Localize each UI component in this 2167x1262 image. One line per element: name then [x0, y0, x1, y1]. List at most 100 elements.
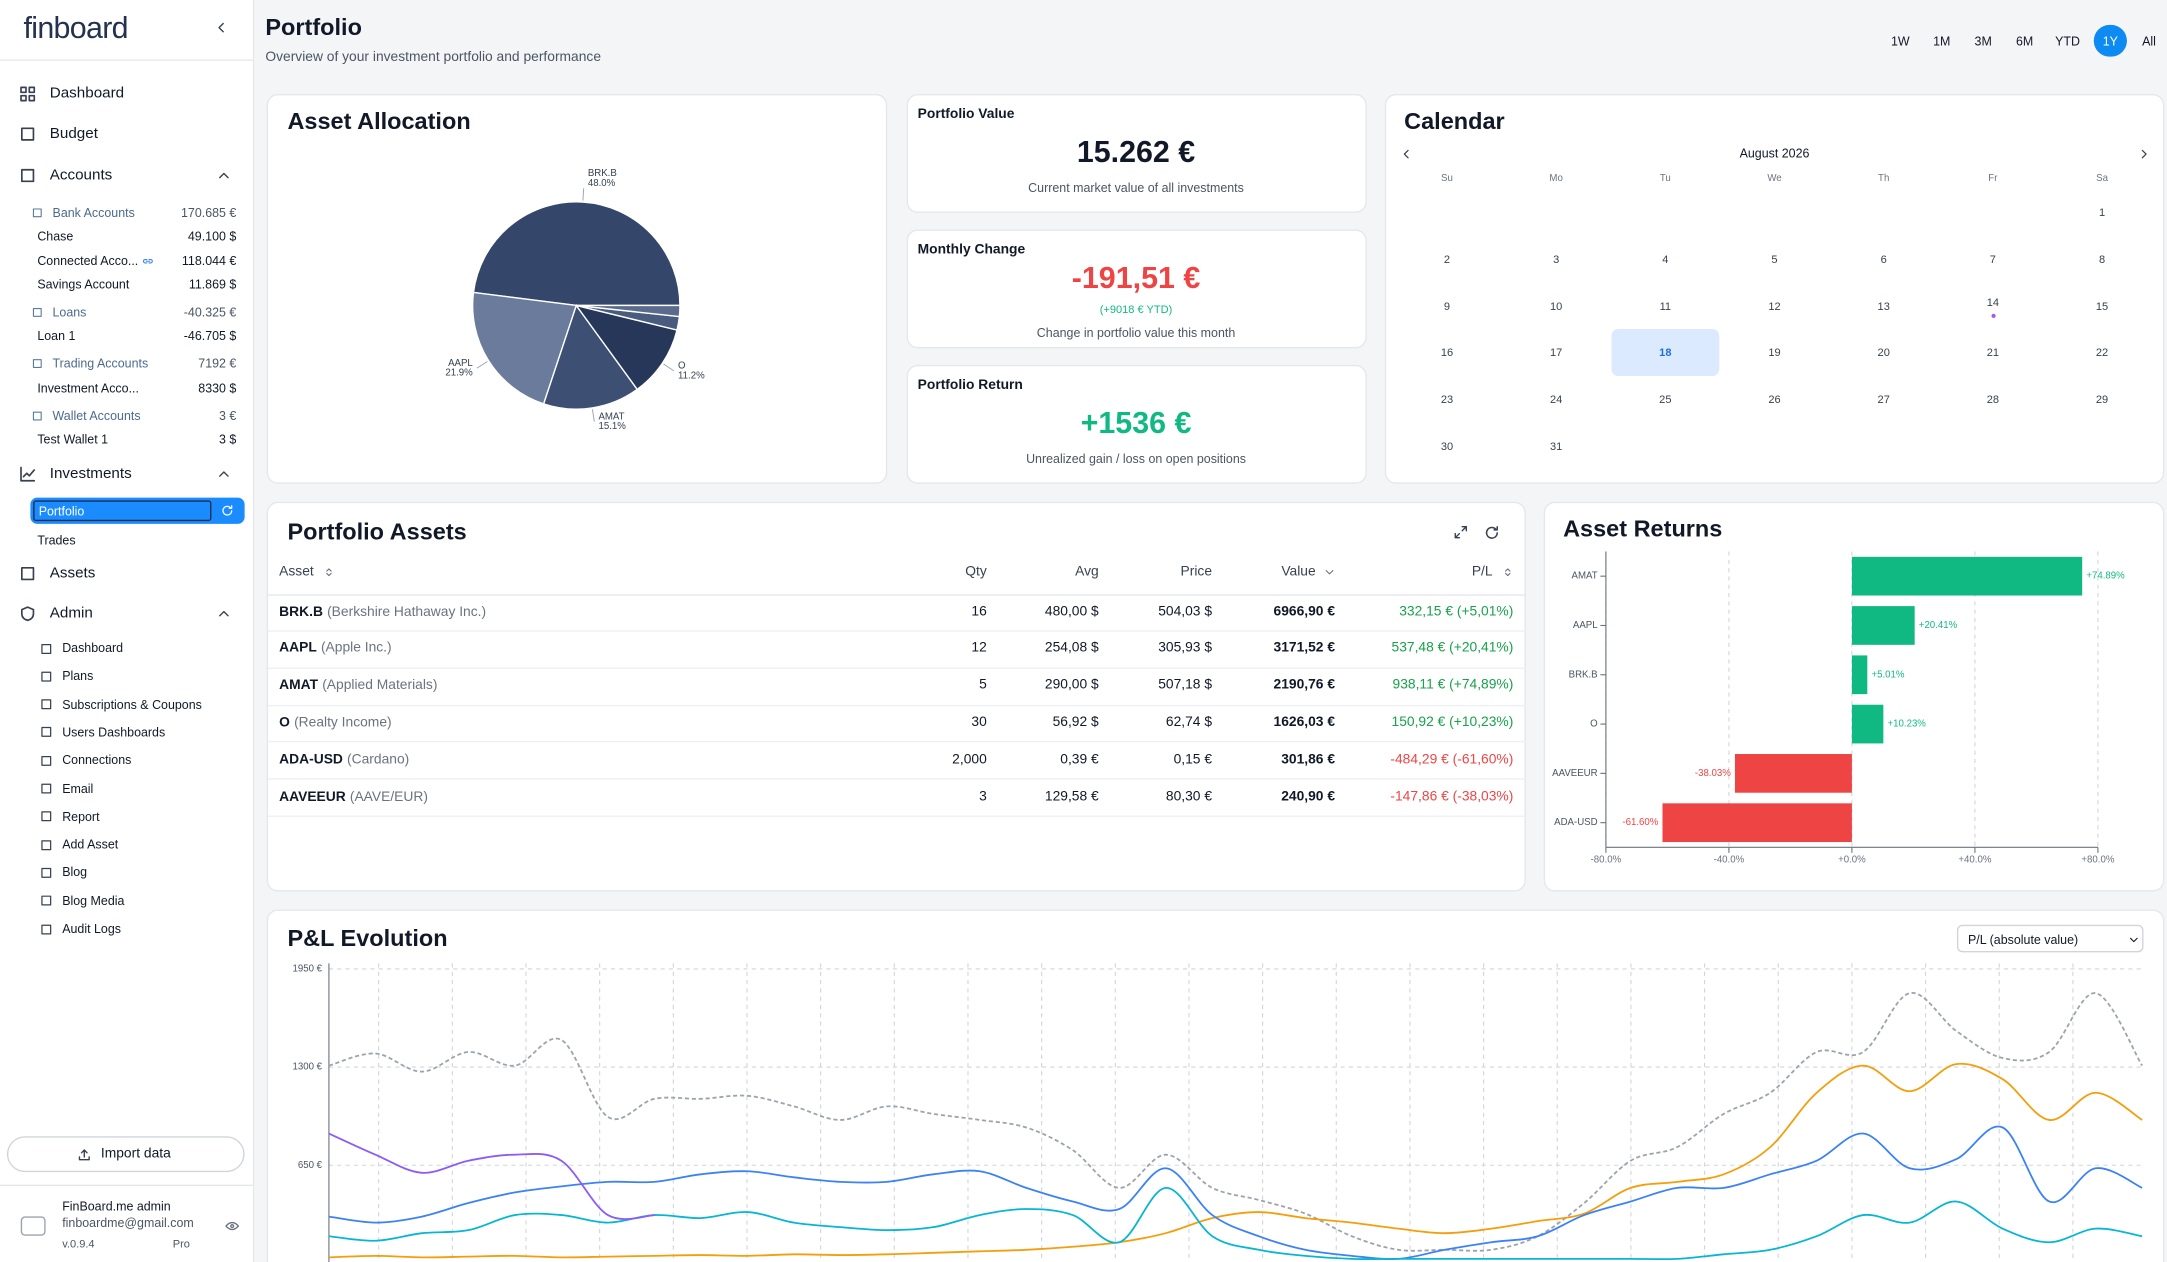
nav-subitem[interactable]: Users Dashboards [62, 725, 166, 740]
range-active[interactable] [2093, 24, 2127, 57]
range-button[interactable]: 3M [1974, 33, 1992, 48]
kpi-caption: Change in portfolio value this month [1036, 325, 1236, 340]
range-button[interactable]: 1Y [2102, 33, 2118, 48]
account-group[interactable]: Loans [52, 305, 87, 319]
range-button[interactable]: 1M [1933, 33, 1951, 48]
icon-path [40, 867, 51, 878]
nav-subitem[interactable]: Blog Media [62, 893, 125, 908]
asset-name: (Applied Materials) [322, 678, 438, 694]
plan: Pro [172, 1237, 190, 1251]
version: v.0.9.4 [62, 1237, 95, 1251]
account[interactable]: Chase [37, 229, 74, 244]
calendar-day[interactable]: 14 [1986, 295, 2000, 309]
column-header[interactable]: Price [1180, 564, 1213, 580]
icon-path [21, 567, 35, 581]
calendar-day[interactable]: 8 [2098, 253, 2106, 266]
icon [40, 811, 51, 822]
calendar-day[interactable]: 23 [1440, 393, 1454, 406]
calendar-day[interactable]: 4 [1662, 253, 1669, 266]
account[interactable]: Savings Account [37, 277, 130, 292]
icon [219, 471, 229, 477]
calendar-day[interactable]: 21 [1986, 346, 2000, 360]
calendar-selected[interactable] [1611, 329, 1720, 377]
icon [2141, 149, 2147, 158]
range-button[interactable]: 6M [2016, 33, 2034, 48]
calendar-day[interactable]: 11 [1659, 299, 1672, 313]
cell-qty: 5 [979, 677, 987, 693]
column-header[interactable]: Avg [1075, 564, 1099, 580]
range-button[interactable]: All [2142, 33, 2156, 48]
calendar-month: August 2026 [1739, 146, 1810, 161]
calendar-day[interactable]: 7 [1989, 253, 1996, 266]
calendar-day[interactable]: 31 [1550, 440, 1563, 453]
calendar-day[interactable]: 18 [1659, 346, 1672, 360]
calendar-day[interactable]: 26 [1768, 393, 1781, 406]
nav-subitem[interactable]: Plans [62, 669, 94, 684]
nav-item[interactable]: Dashboard [49, 85, 125, 102]
calendar-day[interactable]: 3 [1553, 253, 1560, 266]
range-button[interactable]: 1W [1890, 33, 1910, 48]
calendar-day[interactable]: 17 [1550, 346, 1563, 360]
nav-section[interactable]: Admin [49, 604, 93, 622]
calendar-day[interactable]: 1 [2098, 206, 2106, 219]
icon [142, 258, 153, 263]
nav-subitem[interactable]: Blog [62, 865, 88, 880]
row-rule [268, 778, 1526, 780]
import-button[interactable] [6, 1136, 245, 1173]
account[interactable]: Test Wallet 1 [37, 432, 109, 446]
card-title: P&L Evolution [287, 925, 448, 952]
nav-subitem[interactable]: Trades [37, 533, 76, 548]
nav-section[interactable]: Investments [49, 465, 132, 482]
cell-qty: 12 [971, 640, 987, 656]
logo: finboard [23, 10, 128, 45]
cell-avg: 56,92 $ [1052, 714, 1099, 731]
column-header[interactable]: Value [1281, 564, 1316, 580]
import-label[interactable]: Import data [100, 1146, 171, 1162]
nav-subitem[interactable]: Connections [62, 753, 132, 768]
nav-item[interactable]: Budget [49, 125, 98, 142]
asset-name: (AAVE/EUR) [349, 789, 428, 805]
calendar-day[interactable]: 19 [1768, 346, 1781, 360]
icon-path [219, 172, 229, 179]
calendar-day[interactable]: 28 [1986, 393, 2000, 406]
account-group[interactable]: Bank Accounts [52, 205, 135, 220]
calendar-day[interactable]: 9 [1443, 299, 1451, 313]
range-button[interactable]: YTD [2055, 33, 2080, 48]
calendar-day[interactable]: 12 [1768, 299, 1781, 313]
icon [40, 671, 51, 682]
calendar-day[interactable]: 29 [2095, 393, 2109, 406]
calendar-day[interactable]: 5 [1771, 253, 1778, 266]
calendar-day[interactable]: 16 [1440, 346, 1454, 360]
nav-subitem[interactable]: Report [62, 809, 100, 824]
calendar-day[interactable]: 10 [1550, 299, 1563, 313]
calendar-day[interactable]: 20 [1877, 346, 1890, 360]
account-group[interactable]: Trading Accounts [52, 356, 149, 371]
nav-subitem[interactable]: Portfolio [38, 503, 85, 518]
calendar-day[interactable]: 30 [1440, 440, 1454, 453]
nav-section[interactable]: Accounts [49, 166, 113, 184]
calendar-day[interactable]: 6 [1880, 253, 1887, 266]
account-group[interactable]: Wallet Accounts [52, 408, 141, 423]
calendar-day[interactable]: 25 [1659, 393, 1672, 406]
select-value[interactable]: P/L (absolute value) [1967, 932, 2079, 946]
nav-subitem[interactable]: Audit Logs [62, 921, 121, 936]
select[interactable] [1956, 924, 2144, 953]
column-header[interactable]: Asset [279, 564, 314, 580]
column-header[interactable]: P/L [1471, 564, 1493, 580]
account[interactable]: Loan 1 [37, 328, 76, 343]
calendar-day[interactable]: 2 [1443, 253, 1451, 266]
column-header[interactable]: Qty [965, 564, 987, 580]
nav-item[interactable]: Assets [49, 564, 96, 582]
calendar-day[interactable]: 27 [1877, 393, 1890, 406]
nav-subitem[interactable]: Email [62, 781, 94, 796]
calendar-day[interactable]: 13 [1877, 299, 1890, 313]
calendar-day[interactable]: 15 [2095, 299, 2109, 313]
account[interactable]: Investment Acco... [37, 380, 139, 395]
nav-subitem[interactable]: Dashboard [62, 641, 124, 655]
account[interactable]: Connected Acco... [37, 253, 139, 268]
nav-subitem[interactable]: Add Asset [62, 837, 119, 852]
calendar-day[interactable]: 24 [1550, 393, 1563, 406]
nav-subitem[interactable]: Subscriptions & Coupons [62, 697, 202, 712]
icon [32, 208, 42, 218]
calendar-day[interactable]: 22 [2095, 346, 2109, 360]
